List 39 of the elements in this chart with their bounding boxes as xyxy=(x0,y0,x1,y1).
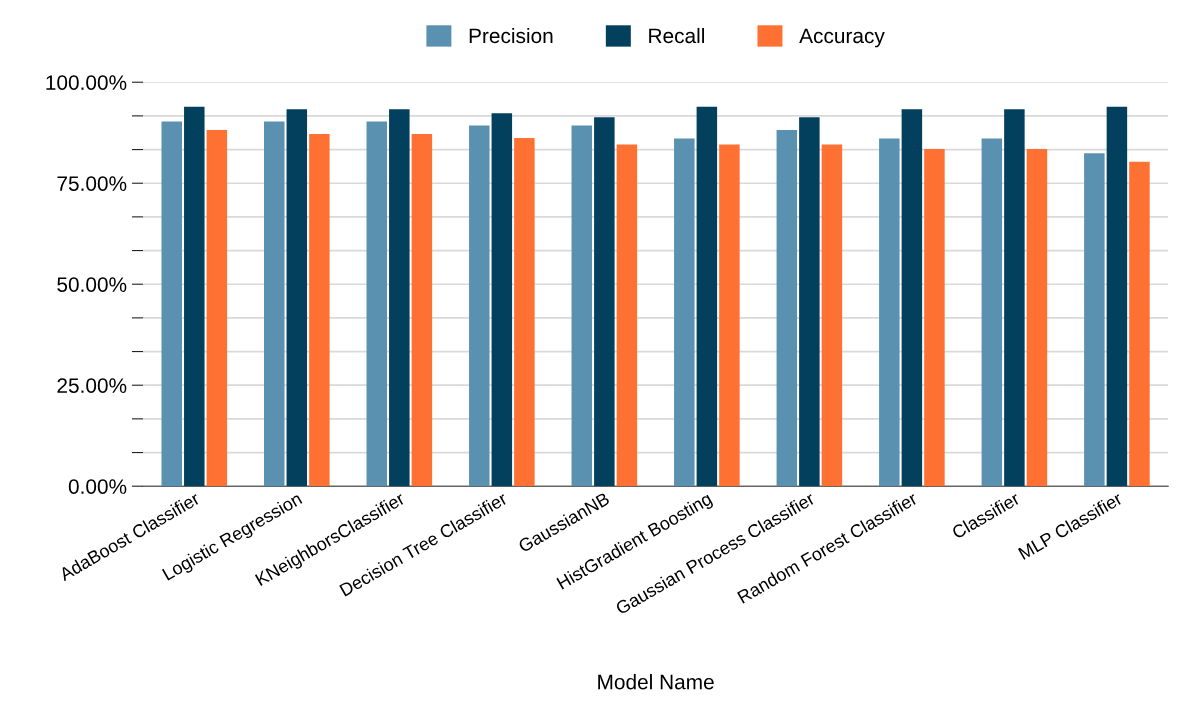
legend-label: Accuracy xyxy=(799,28,885,48)
bar xyxy=(286,109,308,487)
bar xyxy=(901,109,923,487)
bar xyxy=(594,117,615,487)
bar xyxy=(184,106,205,487)
bar xyxy=(776,129,798,487)
bar xyxy=(389,109,410,487)
bar xyxy=(161,121,182,487)
bar xyxy=(366,121,388,487)
y-tick-label: 50.00% xyxy=(57,277,127,292)
legend-label: Precision xyxy=(469,27,553,44)
bar xyxy=(674,138,695,487)
bar xyxy=(924,148,945,487)
bar xyxy=(799,117,820,487)
bar xyxy=(616,144,638,487)
bar xyxy=(1106,106,1128,487)
y-tick-label: 0.00% xyxy=(68,479,127,494)
bar xyxy=(1084,153,1105,487)
bar xyxy=(309,133,330,487)
bar xyxy=(411,133,433,487)
y-tick-label: 100.00% xyxy=(46,75,127,90)
bar xyxy=(206,129,228,487)
bar xyxy=(981,138,1003,487)
y-tick-label: 75.00% xyxy=(57,176,127,191)
bar xyxy=(491,113,513,487)
bar xyxy=(879,138,900,487)
bar xyxy=(719,144,740,487)
bar xyxy=(264,121,285,487)
bar xyxy=(571,125,593,487)
bar xyxy=(469,125,490,487)
legend-label: Recall xyxy=(649,27,704,44)
bar xyxy=(1026,148,1048,487)
bar xyxy=(821,144,843,487)
bar xyxy=(514,137,535,487)
x-axis-title: Model Name xyxy=(598,674,714,690)
bar xyxy=(696,106,718,487)
bar xyxy=(1004,109,1025,487)
bar xyxy=(1129,161,1150,487)
y-tick-label: 25.00% xyxy=(57,378,127,393)
